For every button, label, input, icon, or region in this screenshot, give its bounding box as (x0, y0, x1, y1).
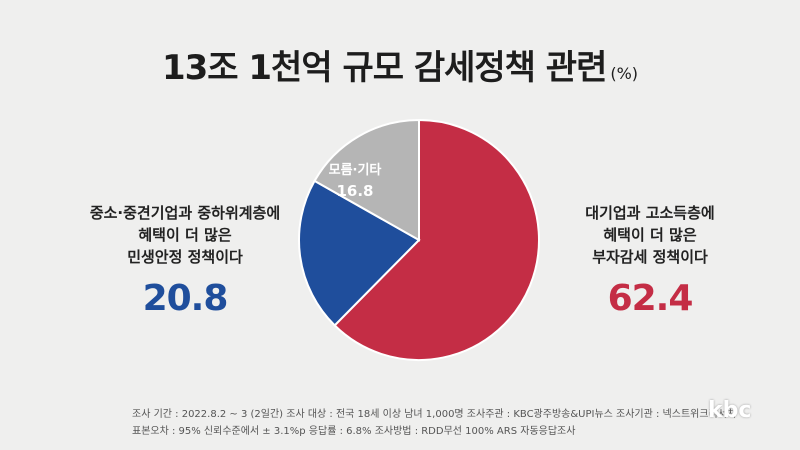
slice-burden-tax-cut (333, 118, 540, 361)
right-label-line-2: 혜택이 더 많은 (603, 226, 697, 244)
kbc-logo: kbc (708, 398, 752, 423)
right-label-line-3: 부자감세 정책이다 (592, 248, 708, 266)
left-annotation: 중소·중견기업과 중하위계층에 혜택이 더 많은 민생안정 정책이다 20.8 (60, 202, 310, 319)
left-label-line-1: 중소·중견기업과 중하위계층에 (89, 204, 281, 222)
inner-label-name: 모름·기타 (329, 162, 382, 178)
left-label-line-3: 민생안정 정책이다 (127, 248, 243, 266)
right-annotation: 대기업과 고소득층에 혜택이 더 많은 부자감세 정책이다 62.4 (540, 202, 760, 319)
chart-title: 13조 1천억 규모 감세정책 관련 (%) (0, 40, 800, 89)
survey-footer: 조사 기간 : 2022.8.2 ~ 3 (2일간) 조사 대상 : 전국 18… (132, 406, 736, 440)
slice-unknown-other (313, 118, 420, 242)
footer-line-2: 표본오차 : 95% 신뢰수준에서 ± 3.1%p 응답률 : 6.8% 조사방… (132, 426, 576, 437)
title-text: 13조 1천억 규모 감세정책 관련 (161, 48, 607, 88)
title-unit: (%) (610, 64, 639, 83)
footer-line-1: 조사 기간 : 2022.8.2 ~ 3 (2일간) 조사 대상 : 전국 18… (132, 409, 737, 420)
slice-livelihood-policy (298, 179, 421, 327)
left-value: 20.8 (142, 278, 229, 319)
left-label-line-2: 혜택이 더 많은 (138, 226, 232, 244)
right-value: 62.4 (607, 278, 694, 319)
inner-label-value: 16.8 (336, 182, 373, 200)
right-label-line-1: 대기업과 고소득층에 (585, 204, 715, 222)
